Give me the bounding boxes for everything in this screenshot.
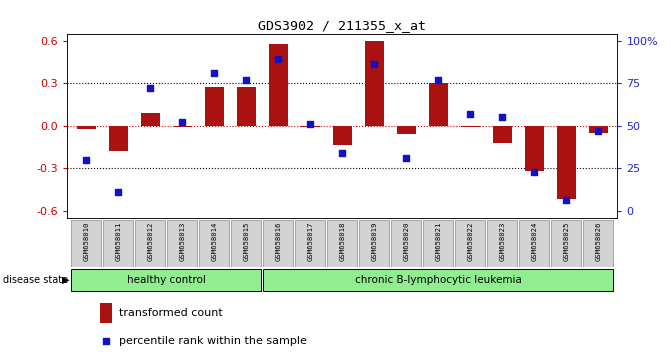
Text: GSM658015: GSM658015	[244, 221, 249, 261]
Text: GSM658020: GSM658020	[403, 221, 409, 261]
Text: percentile rank within the sample: percentile rank within the sample	[119, 336, 307, 346]
Text: chronic B-lymphocytic leukemia: chronic B-lymphocytic leukemia	[355, 275, 521, 285]
FancyBboxPatch shape	[423, 220, 453, 267]
Text: healthy control: healthy control	[127, 275, 206, 285]
Point	[177, 119, 188, 125]
Title: GDS3902 / 211355_x_at: GDS3902 / 211355_x_at	[258, 19, 426, 33]
Point	[101, 338, 111, 344]
Point	[433, 77, 444, 82]
Bar	[237, 87, 256, 126]
Bar	[460, 126, 480, 127]
Text: ▶: ▶	[62, 275, 70, 285]
Text: GSM658025: GSM658025	[563, 221, 569, 261]
FancyBboxPatch shape	[359, 220, 389, 267]
FancyBboxPatch shape	[199, 220, 229, 267]
FancyBboxPatch shape	[487, 220, 517, 267]
Bar	[333, 126, 352, 145]
FancyBboxPatch shape	[263, 220, 293, 267]
Text: GSM658026: GSM658026	[595, 221, 601, 261]
Bar	[268, 44, 288, 126]
Bar	[397, 126, 416, 134]
Text: GSM658021: GSM658021	[435, 221, 441, 261]
FancyBboxPatch shape	[263, 269, 613, 291]
Bar	[301, 126, 320, 127]
Text: GSM658010: GSM658010	[83, 221, 89, 261]
Text: GSM658012: GSM658012	[147, 221, 153, 261]
Text: GSM658022: GSM658022	[467, 221, 473, 261]
Point	[273, 57, 284, 62]
Text: GSM658024: GSM658024	[531, 221, 537, 261]
Point	[529, 169, 539, 175]
Bar	[429, 83, 448, 126]
Bar	[100, 303, 112, 323]
Text: GSM658018: GSM658018	[340, 221, 345, 261]
Point	[561, 198, 572, 203]
FancyBboxPatch shape	[551, 220, 581, 267]
FancyBboxPatch shape	[455, 220, 485, 267]
Text: transformed count: transformed count	[119, 308, 223, 318]
Point	[145, 85, 156, 91]
Point	[209, 70, 219, 76]
Point	[401, 155, 411, 161]
Bar	[141, 113, 160, 126]
Point	[241, 77, 252, 82]
Bar	[493, 126, 512, 143]
FancyBboxPatch shape	[391, 220, 421, 267]
Bar	[525, 126, 544, 171]
Point	[113, 189, 123, 195]
FancyBboxPatch shape	[327, 220, 357, 267]
Point	[305, 121, 315, 127]
Bar	[556, 126, 576, 199]
Text: GSM658013: GSM658013	[179, 221, 185, 261]
Text: GSM658019: GSM658019	[371, 221, 377, 261]
Bar	[588, 126, 608, 133]
Bar	[109, 126, 128, 151]
Bar	[205, 87, 224, 126]
FancyBboxPatch shape	[519, 220, 549, 267]
Bar	[172, 126, 192, 127]
FancyBboxPatch shape	[167, 220, 197, 267]
Point	[497, 114, 507, 120]
FancyBboxPatch shape	[103, 220, 134, 267]
FancyBboxPatch shape	[71, 269, 261, 291]
Text: GSM658023: GSM658023	[499, 221, 505, 261]
Text: GSM658011: GSM658011	[115, 221, 121, 261]
Point	[592, 128, 603, 133]
Point	[465, 111, 476, 116]
Bar	[364, 41, 384, 126]
Text: GSM658016: GSM658016	[275, 221, 281, 261]
Point	[369, 62, 380, 67]
Point	[81, 157, 92, 162]
FancyBboxPatch shape	[136, 220, 165, 267]
Bar	[76, 126, 96, 129]
Text: disease state: disease state	[3, 275, 68, 285]
FancyBboxPatch shape	[71, 220, 101, 267]
FancyBboxPatch shape	[583, 220, 613, 267]
FancyBboxPatch shape	[231, 220, 261, 267]
Point	[337, 150, 348, 156]
Text: GSM658014: GSM658014	[211, 221, 217, 261]
FancyBboxPatch shape	[295, 220, 325, 267]
Text: GSM658017: GSM658017	[307, 221, 313, 261]
